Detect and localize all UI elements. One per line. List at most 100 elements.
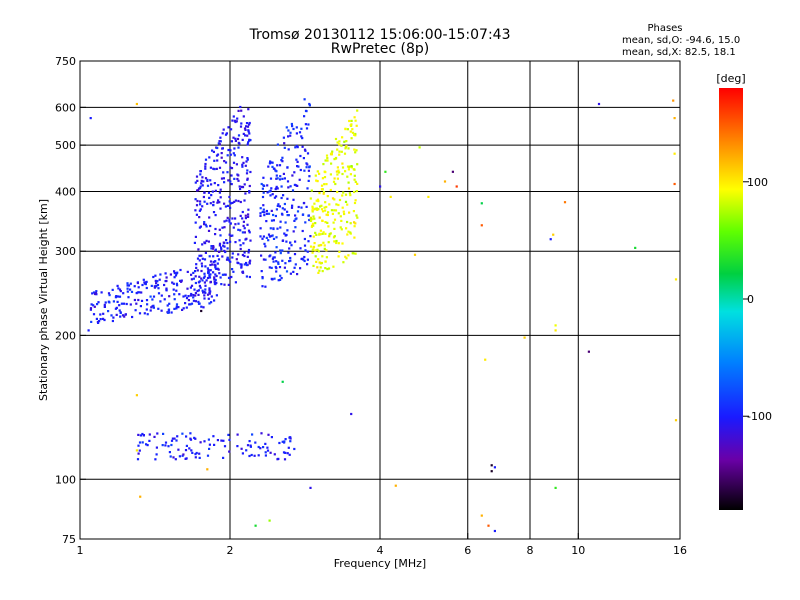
- data-point: [240, 109, 243, 112]
- data-point: [277, 262, 280, 265]
- data-point: [188, 447, 191, 450]
- data-point: [353, 221, 356, 224]
- data-point: [137, 452, 140, 455]
- data-point: [126, 287, 129, 290]
- data-point: [336, 190, 339, 194]
- data-point: [248, 121, 251, 125]
- data-point: [295, 158, 298, 161]
- data-point: [296, 160, 299, 163]
- data-point: [303, 148, 307, 151]
- data-point: [239, 105, 242, 109]
- data-point: [241, 186, 245, 189]
- data-point: [302, 157, 305, 160]
- data-point: [227, 276, 231, 279]
- data-point: [284, 221, 287, 224]
- data-point: [245, 160, 248, 163]
- data-point: [213, 168, 216, 171]
- data-point: [338, 150, 341, 153]
- data-point: [118, 309, 121, 312]
- data-point: [201, 184, 204, 187]
- data-point: [333, 209, 336, 212]
- data-point: [208, 196, 211, 199]
- data-point: [240, 122, 243, 125]
- data-point: [160, 309, 163, 312]
- data-point: [180, 280, 183, 283]
- data-point: [340, 144, 343, 147]
- data-point: [335, 203, 338, 206]
- data-point: [287, 446, 290, 449]
- data-point: [265, 212, 268, 215]
- data-point: [326, 268, 329, 271]
- data-point: [194, 235, 197, 238]
- data-point: [130, 290, 134, 293]
- data-point: [318, 232, 321, 235]
- data-point: [340, 150, 343, 153]
- data-point: [322, 190, 326, 194]
- data-point: [278, 441, 281, 445]
- data-point: [289, 185, 292, 188]
- data-point: [234, 241, 237, 244]
- data-point: [177, 448, 180, 451]
- data-point: [194, 281, 197, 285]
- data-point: [168, 302, 171, 305]
- data-point: [296, 273, 299, 276]
- y-tick-label: 75: [62, 533, 76, 546]
- data-point: [152, 275, 155, 279]
- data-point: [281, 160, 284, 163]
- data-point: [172, 282, 175, 285]
- data-point: [229, 180, 232, 183]
- data-point: [189, 438, 193, 441]
- data-point: [246, 255, 249, 258]
- data-point: [241, 210, 244, 214]
- data-point: [212, 200, 215, 204]
- data-point: [200, 179, 203, 182]
- data-point: [326, 213, 329, 217]
- data-point: [298, 178, 301, 181]
- data-point: [280, 212, 284, 215]
- data-point: [310, 189, 313, 192]
- data-point: [283, 202, 286, 206]
- data-point: [220, 177, 224, 180]
- data-point: [272, 213, 275, 217]
- data-point: [259, 447, 262, 450]
- data-point: [197, 187, 201, 190]
- data-point: [244, 214, 247, 217]
- data-point: [347, 187, 351, 190]
- data-point: [241, 163, 244, 166]
- x-axis-label: Frequency [MHz]: [334, 557, 426, 570]
- data-point: [312, 264, 315, 267]
- data-point: [271, 193, 274, 196]
- data-point: [214, 278, 217, 282]
- data-point: [141, 283, 144, 287]
- data-point: [139, 434, 142, 437]
- data-point: [219, 207, 222, 210]
- data-point: [286, 166, 289, 169]
- data-point: [312, 235, 315, 238]
- data-point: [487, 524, 490, 527]
- data-point: [204, 162, 207, 166]
- data-point: [353, 201, 357, 205]
- data-point: [549, 238, 552, 241]
- data-point: [268, 519, 271, 522]
- data-point: [319, 266, 322, 269]
- data-point: [271, 165, 274, 168]
- data-point: [137, 433, 140, 436]
- data-point: [268, 235, 271, 238]
- data-point: [127, 296, 130, 299]
- data-point: [98, 320, 101, 323]
- data-point: [276, 164, 279, 167]
- data-point: [226, 247, 229, 250]
- data-point: [336, 173, 339, 176]
- data-point: [206, 202, 209, 205]
- data-point: [193, 241, 196, 244]
- colorbar: [719, 88, 743, 510]
- data-point: [259, 227, 262, 230]
- data-point: [275, 185, 278, 188]
- data-point: [346, 175, 349, 178]
- data-point: [138, 441, 142, 444]
- data-point: [237, 179, 240, 182]
- data-point: [597, 102, 601, 106]
- data-point: [203, 294, 206, 297]
- data-point: [275, 195, 278, 198]
- data-point: [232, 152, 235, 155]
